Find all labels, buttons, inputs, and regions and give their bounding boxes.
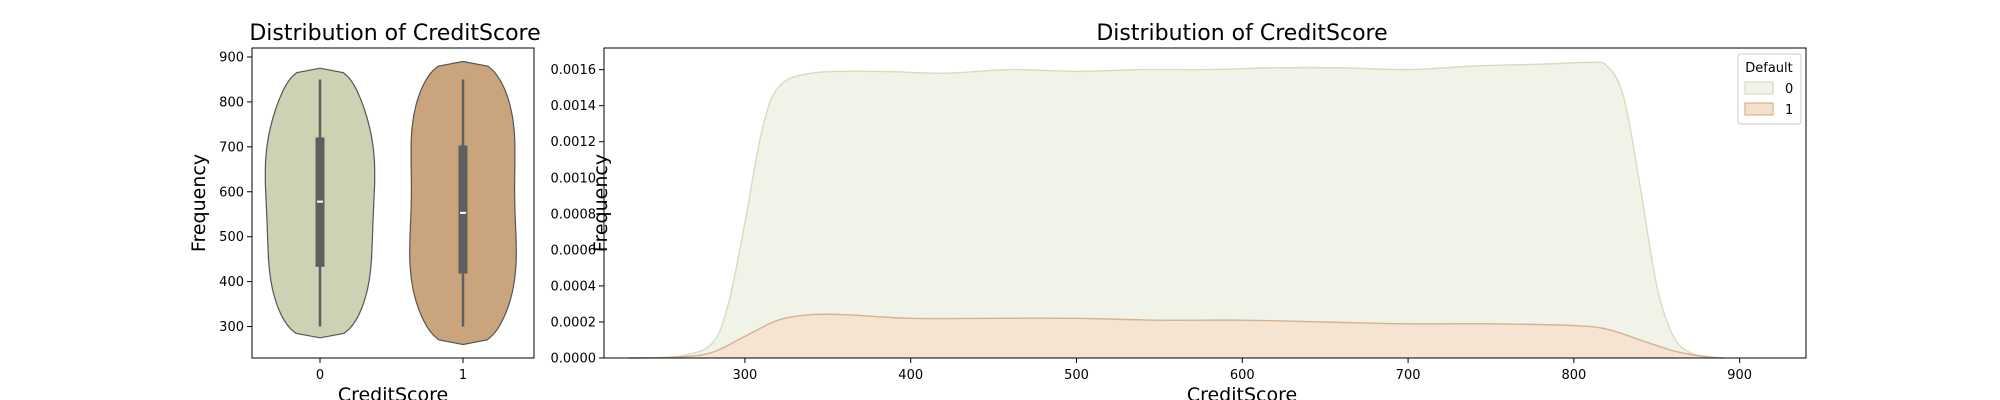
violin-y-axis-label: Frequency: [188, 154, 210, 252]
violin-y-ticks: 300 400 500 600 700 800 900: [219, 50, 252, 335]
violin-x-axis-label: CreditScore: [338, 384, 448, 400]
legend-swatch-0: [1744, 81, 1774, 95]
legend-label-0: 0: [1785, 82, 1793, 97]
legend-title: Default: [1745, 61, 1793, 76]
kde-area-0: [628, 62, 1724, 359]
violin-y-tick-label: 900: [219, 50, 244, 65]
kde-x-tick-label: 700: [1396, 368, 1421, 383]
kde-axes-frame: [603, 47, 1807, 359]
kde-line-1: [628, 313, 1724, 359]
violin-y-tick-label: 400: [219, 275, 244, 290]
kde-x-tick-label: 800: [1561, 368, 1586, 383]
legend-label-1: 1: [1785, 103, 1793, 118]
kde-plot-area: [628, 61, 1724, 359]
violin-axes-frame: [251, 47, 535, 359]
violin-title: Distribution of CreditScore: [249, 21, 540, 46]
kde-y-tick-label: 0.0000: [551, 352, 597, 367]
kde-area-1: [628, 314, 1724, 358]
kde-y-tick-label: 0.0008: [551, 207, 597, 222]
violin-y-tick-label: 700: [219, 140, 244, 155]
kde-x-tick-label: 400: [898, 368, 923, 383]
kde-y-tick-label: 0.0014: [551, 99, 597, 114]
violin-y-tick-label: 600: [219, 185, 244, 200]
kde-title: Distribution of CreditScore: [1096, 21, 1387, 46]
legend-entries: 01: [1744, 81, 1793, 118]
kde-x-tick-label: 300: [733, 368, 758, 383]
kde-y-tick-label: 0.0012: [551, 135, 597, 150]
kde-y-tick-label: 0.0004: [551, 279, 597, 294]
kde-y-tick-label: 0.0002: [551, 315, 597, 330]
violin-y-tick-label: 800: [219, 95, 244, 110]
kde-y-tick-label: 0.0010: [551, 171, 597, 186]
kde-y-tick-label: 0.0006: [551, 243, 597, 258]
kde-x-tick-label: 500: [1064, 368, 1089, 383]
legend-swatch-1: [1744, 102, 1774, 116]
violin-x-tick-label: 1: [459, 368, 467, 383]
violin-x-tick-label: 0: [316, 368, 324, 383]
violin-plot-area: [264, 60, 517, 346]
violin-y-tick-label: 300: [219, 320, 244, 335]
violin-iqr-box-1: [458, 145, 468, 274]
violin-chart: Distribution of CreditScore 300 400 500 600…: [188, 21, 541, 400]
kde-y-axis-label: Frequency: [590, 154, 612, 252]
kde-y-tick-label: 0.0016: [551, 63, 597, 78]
kde-chart: Distribution of CreditScore 0.0000 0.0002…: [551, 21, 1807, 400]
kde-x-tick-label: 600: [1230, 368, 1255, 383]
violin-y-tick-label: 500: [219, 230, 244, 245]
kde-x-axis-label: CreditScore: [1187, 384, 1297, 400]
kde-legend: Default 01: [1737, 53, 1802, 125]
kde-y-ticks: 0.0000 0.0002 0.0004 0.0006 0.0008 0.0010 0.00…: [551, 63, 604, 367]
kde-line-0: [628, 61, 1724, 359]
kde-x-ticks: 300 400 500 600 700 800 900: [733, 358, 1752, 383]
kde-x-tick-label: 900: [1727, 368, 1752, 383]
